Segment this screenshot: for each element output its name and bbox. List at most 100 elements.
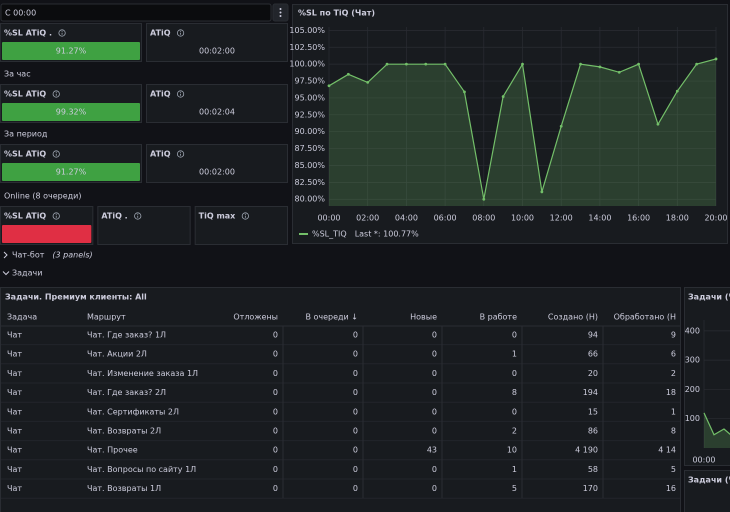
table-cell: 4 14 <box>658 446 676 455</box>
data-point <box>346 72 350 76</box>
tail-panel <box>684 470 730 512</box>
table-cell: Чат. Возвраты 1Л <box>87 484 161 493</box>
y-tick-label: 100 <box>685 414 700 423</box>
table-cell: 194 <box>583 388 598 397</box>
info-icon[interactable] <box>52 212 60 220</box>
time-from: С 00:00 <box>5 9 36 18</box>
table-cell: Чат. Где заказ? 1Л <box>87 331 166 340</box>
data-point <box>695 62 699 66</box>
panel-title: %SL ATiQ <box>4 90 46 99</box>
y-tick-label: 105.00% <box>289 26 325 35</box>
stat-panel <box>194 206 289 245</box>
info-icon[interactable] <box>241 212 249 220</box>
menu-dot <box>279 8 282 10</box>
table-cell: 58 <box>588 465 598 474</box>
stat-value: 00:02:00 <box>199 168 235 177</box>
data-point <box>675 89 679 93</box>
side-title: Задачи (Ча <box>688 293 730 302</box>
table-cell: Чат. Сертификаты 2Л <box>87 407 179 416</box>
table-cell: 5 <box>512 484 517 493</box>
info-icon[interactable] <box>52 150 60 158</box>
series-area <box>329 58 716 207</box>
table-cell: 8 <box>512 388 517 397</box>
table-cell: Чат <box>7 350 22 359</box>
column-header: Задача <box>7 313 37 322</box>
y-tick-label: 100.00% <box>289 60 325 69</box>
section-title[interactable]: Чат-бот <box>12 251 45 260</box>
stat-bar <box>2 163 140 181</box>
table-cell: 2 <box>512 427 517 436</box>
table-cell: 2 <box>671 369 676 378</box>
y-tick-label: 92.50% <box>294 110 325 119</box>
data-point <box>405 62 408 66</box>
y-tick-label: 97.50% <box>294 77 325 86</box>
table-cell: 0 <box>432 388 437 397</box>
chart-panel <box>292 4 728 244</box>
x-tick-label: 00:00 <box>317 214 340 223</box>
x-tick-label: 18:00 <box>666 214 689 223</box>
x-tick-label: 16:00 <box>627 214 650 223</box>
table-cell: 0 <box>273 427 278 436</box>
section-note: (3 panels) <box>52 251 92 260</box>
table-cell: Чат. Акции 2Л <box>87 350 147 359</box>
info-icon-dot <box>180 151 182 153</box>
table-cell: 170 <box>583 484 598 493</box>
info-icon[interactable] <box>134 212 142 220</box>
x-tick-label: 14:00 <box>588 214 611 223</box>
info-icon-dot <box>55 91 57 93</box>
table-cell: Чат <box>7 484 22 493</box>
y-tick-label: 300 <box>685 356 700 365</box>
table-cell: 9 <box>671 331 676 340</box>
table-cell: 43 <box>427 446 437 455</box>
table-cell: Чат. Возвраты 2Л <box>87 427 161 436</box>
info-icon[interactable] <box>176 150 185 158</box>
table-cell: 5 <box>671 465 676 474</box>
stat-value: 99.32% <box>56 108 87 117</box>
data-point <box>637 62 640 66</box>
table-cell: Чат <box>7 465 22 474</box>
table-cell: 0 <box>512 407 517 416</box>
stat-bar <box>2 225 92 243</box>
table-cell: Чат. Прочее <box>87 446 138 455</box>
y-tick-label: 80.00% <box>294 195 325 204</box>
y-tick-label: 95.00% <box>294 93 325 102</box>
tail-title: Задачи (Ча <box>688 476 730 485</box>
stat-bar <box>2 42 140 60</box>
info-icon[interactable] <box>52 90 60 98</box>
table-cell: 66 <box>588 350 598 359</box>
time-input[interactable] <box>0 3 272 22</box>
info-icon-dot <box>61 30 63 32</box>
data-point <box>443 62 447 66</box>
info-icon[interactable] <box>58 29 66 37</box>
x-tick-label: 04:00 <box>395 214 418 223</box>
info-icon-dot <box>244 213 246 215</box>
side-panel <box>684 287 730 466</box>
table-cell: Чат <box>7 407 22 416</box>
table-cell: 15 <box>588 407 598 416</box>
x-tick-label: 06:00 <box>434 214 457 223</box>
column-header: В работе <box>480 313 518 322</box>
info-icon-dot <box>180 30 182 32</box>
info-icon[interactable] <box>176 29 185 37</box>
y-tick-label: 90.00% <box>294 127 325 136</box>
table-cell: 0 <box>353 350 358 359</box>
panel-title: %SL ATiQ <box>4 150 46 159</box>
panel-title: %SL ATiQ . <box>4 29 52 38</box>
panel-title: ATiQ <box>150 150 171 159</box>
section-title[interactable]: Задачи <box>12 269 42 278</box>
section-chevron[interactable] <box>3 251 8 259</box>
table-cell: 10 <box>507 446 517 455</box>
table-cell: 0 <box>353 446 358 455</box>
data-point <box>482 197 486 201</box>
section-chevron[interactable] <box>2 271 10 276</box>
series-area <box>704 412 730 448</box>
table-cell: 6 <box>671 350 676 359</box>
info-icon[interactable] <box>176 90 185 98</box>
panel-title: TiQ max <box>199 212 237 221</box>
table-cell: 8 <box>671 427 676 436</box>
table-cell: 1 <box>512 350 517 359</box>
column-header: В очереди ↓ <box>305 313 358 322</box>
row-heading: За период <box>4 130 48 139</box>
legend-name: %SL_TIQ <box>312 230 347 239</box>
